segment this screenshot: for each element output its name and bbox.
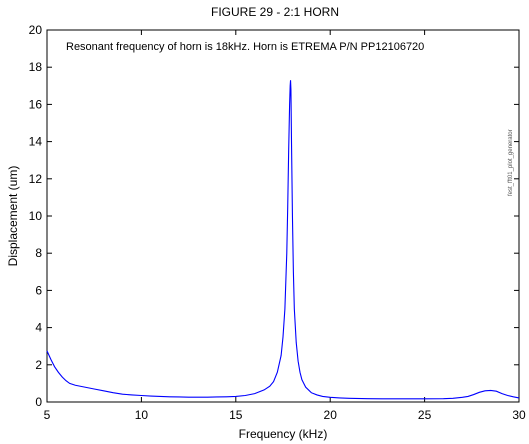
y-tick-label: 6 [35, 283, 42, 297]
y-tick-label: 4 [35, 321, 42, 335]
x-tick-label: 25 [418, 408, 432, 422]
x-tick-label: 15 [229, 408, 243, 422]
y-tick-label: 12 [29, 172, 43, 186]
axis-ticks [46, 29, 520, 403]
y-tick-label: 2 [35, 358, 42, 372]
tick-labels: 5 10 15 20 25 30 0 2 4 6 8 10 12 14 16 18 20 [29, 23, 526, 422]
y-tick-label: 16 [29, 97, 43, 111]
chart-title: FIGURE 29 - 2:1 HORN [211, 5, 339, 19]
plot-area [46, 29, 520, 403]
y-tick-label: 20 [29, 23, 43, 37]
x-tick-label: 20 [324, 408, 338, 422]
x-tick-label: 10 [135, 408, 149, 422]
y-tick-label: 18 [29, 60, 43, 74]
x-tick-label: 30 [512, 408, 526, 422]
y-tick-label: 0 [35, 395, 42, 409]
y-tick-label: 8 [35, 246, 42, 260]
y-tick-label: 14 [29, 135, 43, 149]
side-note: fest_fft01_plot_generator [508, 129, 514, 196]
y-tick-label: 10 [29, 209, 43, 223]
chart-annotation: Resonant frequency of horn is 18kHz. Hor… [66, 41, 424, 53]
x-axis-label: Frequency (kHz) [239, 427, 328, 441]
x-tick-label: 5 [44, 408, 51, 422]
series-line [46, 80, 520, 400]
y-axis-label: Displacement (um) [6, 166, 20, 267]
